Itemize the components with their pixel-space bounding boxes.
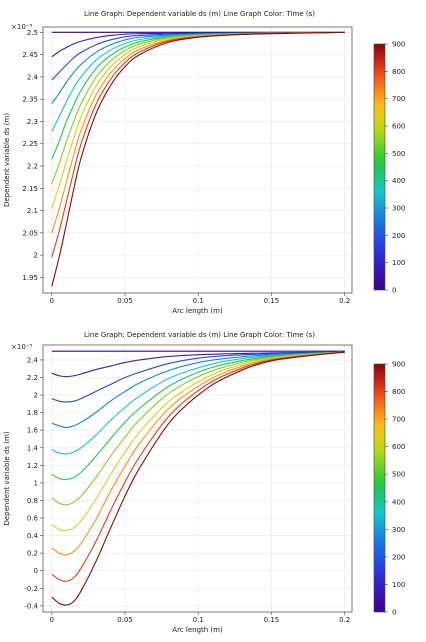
y-tick-label: 2 [34,392,38,400]
colorbar-tick-label: 500 [392,471,405,479]
series-line-t540 [51,351,345,506]
y-tick-label: 1.4 [27,444,39,452]
colorbar-tick-label: 800 [392,68,405,76]
x-axis-label: Arc length (m) [172,626,223,634]
colorbar-tick-label: 300 [392,526,405,534]
colorbar-tick-label: 900 [392,361,405,369]
series-group [51,31,345,287]
y-tick-label: 2.4 [27,73,39,81]
series-line-t180 [51,351,345,403]
y-tick-label: 2.05 [22,229,38,237]
y-tick-label: -0.4 [24,602,38,610]
colorbar-tick-label: 0 [392,287,396,295]
y-axis-label: Dependent variable ds (m) [3,113,11,207]
y-tick-label: 2.45 [22,51,38,59]
series-line-t900 [51,351,345,606]
series-line-t720 [51,351,345,556]
x-tick-label: 0 [50,297,54,305]
y-tick-label: 2.5 [27,29,38,37]
x-axis-label: Arc length (m) [172,307,223,315]
colorbar-tick-label: 100 [392,581,405,589]
plot-frame [42,26,353,294]
colorbar-tick-label: 400 [392,498,405,506]
series-line-t90 [51,351,345,378]
y-tick-label: 2.1 [27,207,38,215]
y-tick-label: 2.2 [27,163,38,171]
colorbar-tick-label: 200 [392,232,405,240]
plot-frame [42,344,353,613]
x-tick-label: 0.2 [339,616,350,624]
colorbar-tick-label: 900 [392,41,405,49]
series-group [51,350,345,606]
y-tick-label: 0.4 [27,532,39,540]
series-line-t900 [51,31,345,287]
colorbar-tick-label: 500 [392,150,405,158]
y-exponent-label: ×10⁻⁵ [11,23,32,31]
colorbar-tick-label: 800 [392,388,405,396]
series-line-t450 [51,351,345,480]
colorbar-tick-label: 600 [392,123,405,131]
colorbar-tick-label: 700 [392,95,405,103]
y-tick-label: -0.2 [24,585,38,593]
colorbar-tick-label: 600 [392,443,405,451]
chart-panel-2: Line Graph: Dependent variable ds (m) Li… [3,331,405,634]
x-tick-label: 0.15 [264,616,280,624]
colorbar [373,43,386,291]
y-tick-label: 1.95 [22,274,38,282]
chart-title: Line Graph: Dependent variable ds (m) Li… [84,331,315,339]
series-line-t630 [51,351,345,531]
y-tick-label: 2.4 [27,356,39,364]
series-line-t360 [51,351,345,455]
y-axis-label: Dependent variable ds (m) [3,431,11,525]
y-tick-label: 2.15 [22,185,38,193]
colorbar-tick-label: 200 [392,553,405,561]
x-tick-label: 0 [50,616,54,624]
chart-panel-1: Line Graph: Dependent variable ds (m) Li… [3,10,405,315]
x-tick-label: 0.2 [339,297,350,305]
y-tick-label: 0.6 [27,515,39,523]
chart-title: Line Graph: Dependent variable ds (m) Li… [84,10,315,18]
y-tick-label: 0 [34,567,38,575]
series-line-t270 [51,351,345,429]
y-tick-label: 1.6 [27,427,39,435]
x-tick-label: 0.05 [117,297,133,305]
x-tick-label: 0.1 [193,616,204,624]
y-tick-label: 1.2 [27,462,38,470]
colorbar-tick-label: 400 [392,177,405,185]
colorbar-tick-label: 700 [392,416,405,424]
colorbar-tick-label: 0 [392,609,396,617]
x-tick-label: 0.15 [264,297,280,305]
y-tick-label: 2.35 [22,96,38,104]
x-tick-label: 0.05 [117,616,133,624]
y-tick-label: 2.25 [22,140,38,148]
series-line-t810 [51,351,345,582]
y-tick-label: 1.8 [27,409,38,417]
y-tick-label: 2.3 [27,118,38,126]
y-exponent-label: ×10⁻⁵ [11,343,32,351]
colorbar-tick-label: 100 [392,259,405,267]
y-tick-label: 2.2 [27,374,38,382]
y-tick-label: 2 [34,252,38,260]
colorbar [373,363,386,613]
y-tick-label: 0.2 [27,550,38,558]
colorbar-tick-label: 300 [392,205,405,213]
grid-lines [43,345,352,612]
y-tick-label: 1 [34,479,38,487]
x-tick-label: 0.1 [193,297,204,305]
y-tick-label: 0.8 [27,497,38,505]
